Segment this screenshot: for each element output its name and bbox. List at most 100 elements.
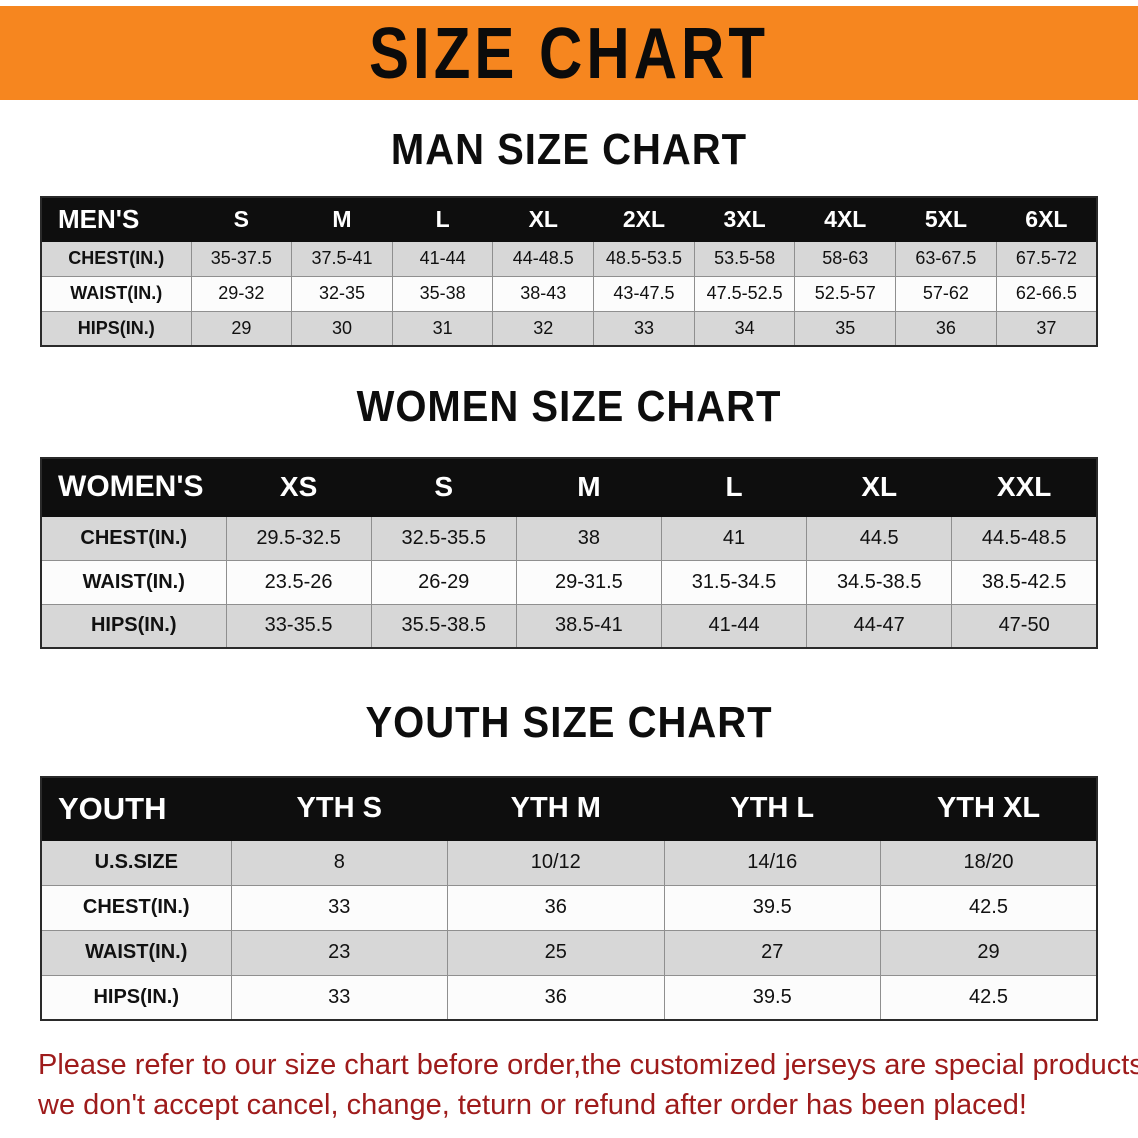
size-value-cell: 38 (515, 515, 662, 561)
size-header-cell: XL (492, 196, 595, 242)
size-value-cell: 57-62 (895, 275, 997, 312)
size-header-cell: 6XL (995, 196, 1098, 242)
size-value-cell: 52.5-57 (794, 275, 897, 312)
size-value-cell: 25 (447, 929, 665, 976)
size-value-cell: 29 (880, 929, 1098, 976)
row-label-cell: HIPS(IN.) (40, 974, 232, 1021)
size-value-cell: 29-31.5 (515, 559, 662, 605)
size-value-cell: 31.5-34.5 (660, 559, 808, 605)
size-header-cell: S (190, 196, 293, 242)
size-value-cell: 34 (693, 310, 796, 347)
size-header-cell: XXL (951, 457, 1098, 517)
row-label-cell: WAIST(IN.) (40, 559, 227, 605)
size-value-cell: 23 (230, 929, 448, 976)
header-row: MEN'S S M L XL 2XL 3XL 4XL 5XL 6XL (40, 196, 1098, 242)
size-chart-page: SIZE CHART MAN SIZE CHART MEN'S S M L XL 2XL 3… (0, 6, 1138, 1125)
size-value-cell: 34.5-38.5 (806, 559, 953, 605)
size-value-cell: 62-66.5 (995, 275, 1098, 312)
size-header-cell: S (370, 457, 517, 517)
table-row: CHEST(IN.) 35-37.5 37.5-41 41-44 44-48.5 48.5… (40, 240, 1098, 277)
size-value-cell: 33 (230, 884, 448, 931)
size-value-cell: 36 (895, 310, 997, 347)
size-value-cell: 39.5 (663, 884, 881, 931)
size-header-cell: 2XL (593, 196, 695, 242)
size-value-cell: 26-29 (370, 559, 517, 605)
size-value-cell: 42.5 (880, 974, 1098, 1021)
table-title-cell: WOMEN'S (40, 457, 227, 517)
size-value-cell: 63-67.5 (895, 240, 997, 277)
size-value-cell: 23.5-26 (225, 559, 372, 605)
row-label-cell: HIPS(IN.) (40, 603, 227, 649)
size-value-cell: 29.5-32.5 (225, 515, 372, 561)
size-header-cell: M (291, 196, 393, 242)
size-value-cell: 48.5-53.5 (593, 240, 695, 277)
women-size-chart-heading: WOMEN SIZE CHART (356, 383, 782, 431)
size-header-cell: L (660, 457, 808, 517)
disclaimer-line-1: Please refer to our size chart before or… (38, 1049, 1138, 1081)
size-value-cell: 53.5-58 (693, 240, 796, 277)
table-title-cell: YOUTH (40, 776, 232, 841)
size-header-cell: M (515, 457, 662, 517)
size-header-cell: XS (225, 457, 372, 517)
size-value-cell: 67.5-72 (995, 240, 1098, 277)
row-label-cell: HIPS(IN.) (40, 310, 192, 347)
table-title-cell: MEN'S (40, 196, 192, 242)
table-row: HIPS(IN.) 33-35.5 35.5-38.5 38.5-41 41-44 44-… (40, 603, 1098, 649)
youth-size-chart-heading: YOUTH SIZE CHART (365, 699, 773, 747)
size-value-cell: 35-38 (391, 275, 494, 312)
row-label-cell: U.S.SIZE (40, 839, 232, 886)
size-value-cell: 27 (663, 929, 881, 976)
size-value-cell: 36 (447, 974, 665, 1021)
size-value-cell: 36 (447, 884, 665, 931)
size-value-cell: 38.5-42.5 (951, 559, 1098, 605)
size-value-cell: 35.5-38.5 (370, 603, 517, 649)
size-value-cell: 44-47 (806, 603, 953, 649)
section-men: MAN SIZE CHART MEN'S S M L XL 2XL 3XL 4XL 5XL 6XL… (0, 126, 1138, 347)
size-value-cell: 39.5 (663, 974, 881, 1021)
row-label-cell: WAIST(IN.) (40, 929, 232, 976)
size-value-cell: 37.5-41 (291, 240, 393, 277)
table-row: HIPS(IN.) 33 36 39.5 42.5 (40, 974, 1098, 1021)
men-size-chart-heading: MAN SIZE CHART (390, 126, 748, 174)
size-value-cell: 58-63 (794, 240, 897, 277)
section-youth: YOUTH SIZE CHART YOUTH YTH S YTH M YTH L YTH… (0, 699, 1138, 1021)
size-header-cell: 5XL (895, 196, 997, 242)
row-label-cell: CHEST(IN.) (40, 240, 192, 277)
size-value-cell: 37 (995, 310, 1098, 347)
size-value-cell: 32.5-35.5 (370, 515, 517, 561)
size-value-cell: 38-43 (492, 275, 595, 312)
disclaimer: Please refer to our size chart before or… (0, 1045, 1138, 1125)
size-value-cell: 44.5 (806, 515, 953, 561)
women-size-table: WOMEN'S XS S M L XL XXL CHEST(IN.) 29.5-32.5 32.5… (40, 457, 1098, 649)
size-value-cell: 43-47.5 (593, 275, 695, 312)
size-value-cell: 29-32 (190, 275, 293, 312)
size-value-cell: 33-35.5 (225, 603, 372, 649)
size-header-cell: XL (806, 457, 953, 517)
size-value-cell: 33 (593, 310, 695, 347)
size-value-cell: 35-37.5 (190, 240, 293, 277)
table-row: WAIST(IN.) 23 25 27 29 (40, 929, 1098, 976)
youth-size-table: YOUTH YTH S YTH M YTH L YTH XL U.S.SIZE 8 10/12… (40, 776, 1098, 1021)
size-value-cell: 10/12 (447, 839, 665, 886)
banner: SIZE CHART (0, 6, 1138, 100)
size-value-cell: 41 (660, 515, 808, 561)
size-header-cell: YTH S (230, 776, 448, 841)
size-value-cell: 42.5 (880, 884, 1098, 931)
size-value-cell: 18/20 (880, 839, 1098, 886)
row-label-cell: CHEST(IN.) (40, 884, 232, 931)
header-row: WOMEN'S XS S M L XL XXL (40, 457, 1098, 517)
table-row: U.S.SIZE 8 10/12 14/16 18/20 (40, 839, 1098, 886)
size-value-cell: 41-44 (391, 240, 494, 277)
size-value-cell: 35 (794, 310, 897, 347)
table-row: CHEST(IN.) 33 36 39.5 42.5 (40, 884, 1098, 931)
size-value-cell: 8 (230, 839, 448, 886)
header-row: YOUTH YTH S YTH M YTH L YTH XL (40, 776, 1098, 841)
size-header-cell: L (391, 196, 494, 242)
table-row: WAIST(IN.) 23.5-26 26-29 29-31.5 31.5-34.5 34… (40, 559, 1098, 605)
section-women: WOMEN SIZE CHART WOMEN'S XS S M L XL XXL CHEST(… (0, 383, 1138, 649)
size-value-cell: 14/16 (663, 839, 881, 886)
row-label-cell: CHEST(IN.) (40, 515, 227, 561)
table-row: WAIST(IN.) 29-32 32-35 35-38 38-43 43-47.5 47.… (40, 275, 1098, 312)
size-value-cell: 44.5-48.5 (951, 515, 1098, 561)
disclaimer-line-2: we don't accept cancel, change, teturn o… (38, 1089, 1027, 1121)
